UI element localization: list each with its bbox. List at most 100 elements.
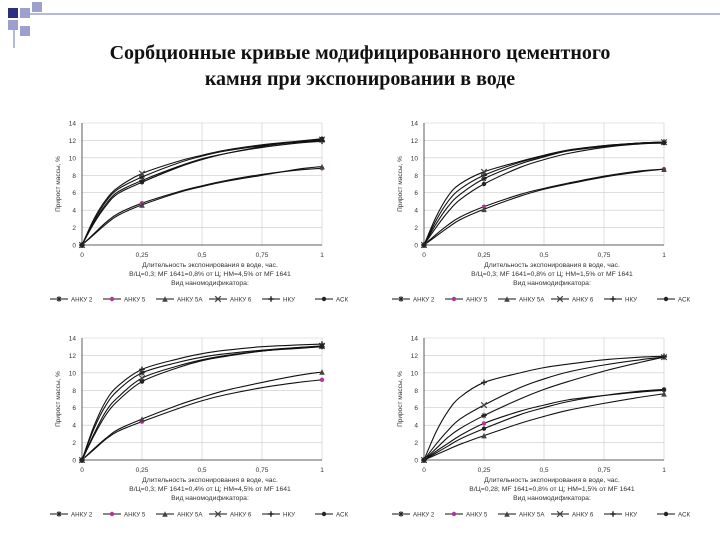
y-tick-label: 6: [414, 405, 418, 412]
legend-item: АНКУ 6: [209, 510, 252, 518]
series-line: [423, 142, 665, 246]
legend-label: АНКУ 5: [466, 296, 488, 303]
legend-marker: [398, 511, 404, 517]
data-point: [139, 379, 145, 384]
data-point: [139, 174, 145, 180]
legend-item: АНКУ 2: [50, 296, 93, 303]
y-tick-label: 12: [69, 353, 77, 360]
data-point: [661, 140, 667, 146]
data-point: [138, 374, 146, 382]
legend-marker: [556, 510, 564, 518]
legend-item: АНКУ 5А: [156, 296, 203, 303]
legend-item: АНКУ 2: [392, 511, 435, 518]
data-point: [481, 172, 487, 179]
data-point: [79, 457, 85, 463]
data-point: [319, 163, 325, 170]
data-point: [481, 426, 487, 431]
x-axis-label: Длительность экспонирования в воде, час.: [484, 477, 620, 484]
y-tick-label: 10: [411, 370, 419, 377]
legend-item: АНКУ 6: [209, 295, 252, 303]
corner-square-3: [8, 20, 18, 30]
legend-label: АНКУ 5А: [519, 296, 545, 303]
series-line: [81, 379, 323, 461]
condition-label: В/Ц=0,28; МF 1641=0,8% от Ц; НМ=1,5% от …: [469, 486, 635, 493]
x-tick-label: 0,25: [136, 467, 149, 474]
data-point: [661, 387, 667, 392]
series-line: [81, 140, 323, 246]
y-tick-label: 4: [72, 423, 76, 430]
data-point: [661, 390, 667, 397]
data-point: [139, 202, 145, 208]
data-point: [481, 412, 487, 419]
series-line: [423, 356, 665, 461]
legend-marker: [504, 296, 510, 302]
x-tick-label: 0: [422, 467, 426, 474]
legend-marker: [451, 296, 457, 302]
y-tick-label: 6: [414, 190, 418, 197]
x-tick-label: 0,25: [478, 252, 491, 259]
legend-label: НКУ: [625, 296, 637, 303]
y-tick-label: 8: [414, 388, 418, 395]
legend-label: АНКУ 6: [572, 296, 594, 303]
chart-svg: 0 2 4 6 8 10 12 14 0 0,25 0,5 0,75 1 Прирост массы, %…: [392, 336, 690, 518]
series-6: [79, 136, 325, 248]
legend-marker: [663, 296, 669, 302]
data-point: [139, 366, 145, 373]
chart-svg: 0 2 4 6 8 10 12 14 0 0,25 0,5 0,75 1 Прирост массы, %…: [392, 121, 690, 303]
y-axis-label: Прирост массы, %: [397, 156, 404, 212]
series-line: [423, 356, 665, 461]
data-point: [319, 369, 325, 375]
condition-label: В/Ц=0,3; МF 1641=0,8% от Ц; НМ=4,5% от М…: [129, 271, 291, 278]
x-tick-label: 0: [80, 467, 84, 474]
legend-label: АНКУ 5А: [519, 511, 545, 518]
data-point: [481, 379, 487, 386]
legend-marker: [56, 296, 62, 302]
data-point: [319, 377, 325, 383]
legend-item: АНКУ 5: [103, 296, 146, 303]
legend-item: АНКУ 5: [103, 511, 146, 518]
legend-title: Вид наномодификатора:: [513, 280, 591, 287]
x-tick-label: 1: [662, 252, 666, 259]
y-tick-label: 0: [72, 243, 76, 250]
series-line: [81, 371, 323, 461]
y-tick-label: 4: [414, 423, 418, 430]
legend-item: АНКУ 5А: [498, 296, 545, 303]
y-tick-label: 14: [69, 121, 77, 128]
series-line: [423, 168, 665, 246]
x-tick-label: 1: [320, 252, 324, 259]
data-point: [480, 401, 488, 409]
legend-marker: [663, 511, 669, 517]
series-line: [423, 168, 665, 246]
legend-item: АНКУ 2: [392, 296, 435, 303]
legend-marker: [214, 510, 222, 518]
y-tick-label: 6: [72, 190, 76, 197]
slide-title: Сорбционные кривые модифицированного цем…: [0, 40, 720, 92]
x-tick-label: 0,25: [478, 467, 491, 474]
legend-item: АНКУ 5: [445, 296, 488, 303]
legend: АНКУ 2 АНКУ 5 АНКУ 5А АНКУ 6 НКУ АСК: [50, 295, 348, 303]
series-line: [81, 346, 323, 461]
y-tick-label: 12: [411, 138, 419, 145]
corner-square-5: [20, 26, 30, 36]
series-line: [81, 346, 323, 461]
legend-marker: [162, 296, 168, 302]
y-tick-label: 12: [411, 353, 419, 360]
slide-title-line-2: камня при экспонировании в воде: [204, 68, 516, 90]
legend-label: АНКУ 2: [413, 296, 435, 303]
chart-bottom-right: 0 2 4 6 8 10 12 14 0 0,25 0,5 0,75 1 Прирост массы, %…: [372, 328, 702, 543]
condition-label: В/Ц=0,3; МF 1641=0,8% от Ц; НМ=1,5% от М…: [471, 271, 633, 278]
legend-label: АНКУ 5А: [177, 511, 203, 518]
legend-title: Вид наномодификатора:: [171, 495, 249, 502]
data-point: [481, 421, 487, 426]
y-tick-label: 14: [411, 336, 419, 343]
series-line: [81, 343, 323, 461]
x-tick-label: 0,75: [598, 252, 611, 259]
legend-marker: [504, 511, 510, 517]
legend-marker: [268, 511, 274, 517]
y-axis-label: Прирост массы, %: [397, 371, 404, 427]
legend-item: АНКУ 6: [551, 295, 594, 303]
y-tick-label: 2: [72, 225, 76, 232]
legend-label: АНКУ 5: [124, 511, 146, 518]
y-tick-label: 10: [69, 155, 77, 162]
data-point: [319, 136, 325, 141]
